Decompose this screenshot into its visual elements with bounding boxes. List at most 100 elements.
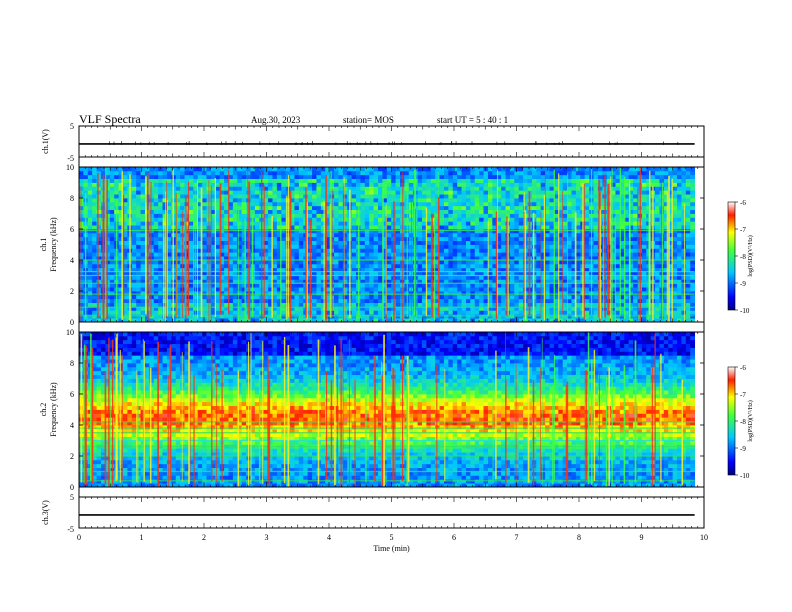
spectrogram-cell	[540, 194, 546, 199]
spectrogram-cell	[369, 213, 375, 218]
spectrogram-cell	[224, 217, 229, 222]
spectrogram-cell	[268, 225, 273, 230]
spectrogram-cell	[281, 186, 287, 191]
spectrogram-cell	[316, 291, 322, 296]
spectrogram-cell	[461, 174, 467, 180]
spectrogram-cell	[439, 298, 445, 304]
spectrogram-cell	[131, 267, 137, 273]
spectrogram-cell	[96, 271, 102, 276]
spectrogram-cell	[241, 302, 247, 307]
spectrogram-cell	[188, 244, 194, 249]
spectrogram-cell	[364, 302, 370, 307]
spectrogram-cell	[452, 232, 458, 238]
spectrogram-cell	[197, 194, 203, 199]
spectrogram-cell	[210, 209, 216, 214]
spectrogram-cell	[272, 291, 278, 296]
spectrogram-cell	[369, 190, 375, 195]
spectrogram-cell	[254, 167, 260, 172]
spectrogram-cell	[369, 167, 375, 172]
spectrogram-cell	[166, 209, 172, 214]
spectrogram-cell	[272, 287, 278, 292]
spectrogram-cell	[382, 217, 388, 222]
spectrogram-cell	[496, 240, 502, 245]
spectrogram-cell	[320, 275, 326, 280]
spectrogram-cell	[448, 271, 454, 276]
spectrogram-cell	[505, 190, 511, 195]
spectrogram-cell	[241, 248, 247, 253]
spectrogram-cell	[492, 178, 498, 183]
spectrogram-cell	[276, 217, 282, 222]
spectrogram-cell	[575, 256, 581, 261]
spectrogram-cell	[386, 221, 392, 226]
spectrogram-cell	[114, 194, 119, 199]
spectrogram-cell	[364, 217, 370, 222]
spectrogram-cell	[210, 260, 216, 265]
spectrogram-cell	[193, 240, 199, 245]
spectrogram-cell	[509, 291, 515, 296]
spectrogram-cell	[175, 263, 181, 269]
spectrogram-cell	[96, 182, 102, 187]
spectrogram-cell	[237, 194, 243, 199]
spectrogram-cell	[443, 240, 449, 245]
spectrogram-cell	[356, 318, 361, 323]
spectrogram-cell	[92, 287, 97, 292]
spectrogram-cell	[483, 244, 489, 249]
spectrogram-cell	[382, 194, 388, 199]
spectrogram-cell	[369, 291, 375, 296]
spectrogram-cell	[558, 170, 564, 176]
spectrogram-cell	[109, 190, 115, 195]
spectrogram-cell	[131, 167, 137, 172]
spectrogram-cell	[540, 291, 546, 296]
spectrogram-cell	[87, 232, 93, 238]
spectrogram-cell	[237, 310, 243, 315]
spectrogram-cell	[501, 170, 506, 176]
spectrogram-cell	[241, 260, 247, 265]
spectrogram-cell	[479, 194, 484, 199]
spectrogram-cell	[237, 178, 243, 183]
spectrogram-cell	[197, 310, 203, 315]
spectrogram-cell	[140, 302, 146, 307]
spectrogram-cell	[87, 275, 93, 280]
spectrogram-cell	[298, 294, 304, 300]
spectrogram-cell	[448, 298, 454, 304]
spectrogram-cell	[435, 302, 440, 307]
spectrogram-cell	[307, 170, 313, 176]
spectrogram-cell	[228, 201, 234, 207]
spectrogram-cell	[492, 298, 498, 304]
spectrogram-cell	[549, 205, 555, 211]
spectrogram-cell	[276, 298, 282, 304]
spectrogram-cell	[615, 263, 621, 269]
spectrogram-cell	[558, 252, 564, 257]
spectrogram-cell	[237, 279, 243, 284]
spectrogram-cell	[378, 190, 383, 195]
spectrogram-cell	[193, 186, 199, 191]
spectrogram-cell	[360, 221, 366, 226]
spectrogram-cell	[562, 271, 568, 276]
spectrogram-cell	[351, 260, 357, 265]
spectrogram-cell	[509, 217, 515, 222]
spectrogram-cell	[136, 298, 141, 304]
spectrogram-cell	[351, 217, 357, 222]
spectrogram-cell	[263, 275, 269, 280]
spectrogram-cell	[140, 225, 146, 230]
spectrogram-cell	[421, 182, 427, 187]
spectrogram-cell	[96, 310, 102, 315]
spectrogram-cell	[272, 298, 278, 304]
spectrogram-cell	[395, 201, 401, 207]
spectrogram-cell	[611, 275, 616, 280]
spectrogram-cell	[509, 306, 515, 311]
spectrogram-cell	[202, 267, 207, 273]
spectrogram-cell	[228, 263, 234, 269]
spectrogram-cell	[254, 310, 260, 315]
spectrogram-cell	[158, 174, 163, 180]
spectrogram-cell	[430, 182, 436, 187]
spectrogram-cell	[298, 252, 304, 257]
spectrogram-cell	[558, 263, 564, 269]
spectrogram-cell	[461, 236, 467, 242]
spectrogram-cell	[435, 252, 440, 257]
spectrogram-cell	[369, 298, 375, 304]
spectrogram-cell	[391, 186, 397, 191]
spectrogram-cell	[545, 256, 550, 261]
spectrogram-cell	[558, 174, 564, 180]
spectrogram-cell	[426, 201, 432, 207]
